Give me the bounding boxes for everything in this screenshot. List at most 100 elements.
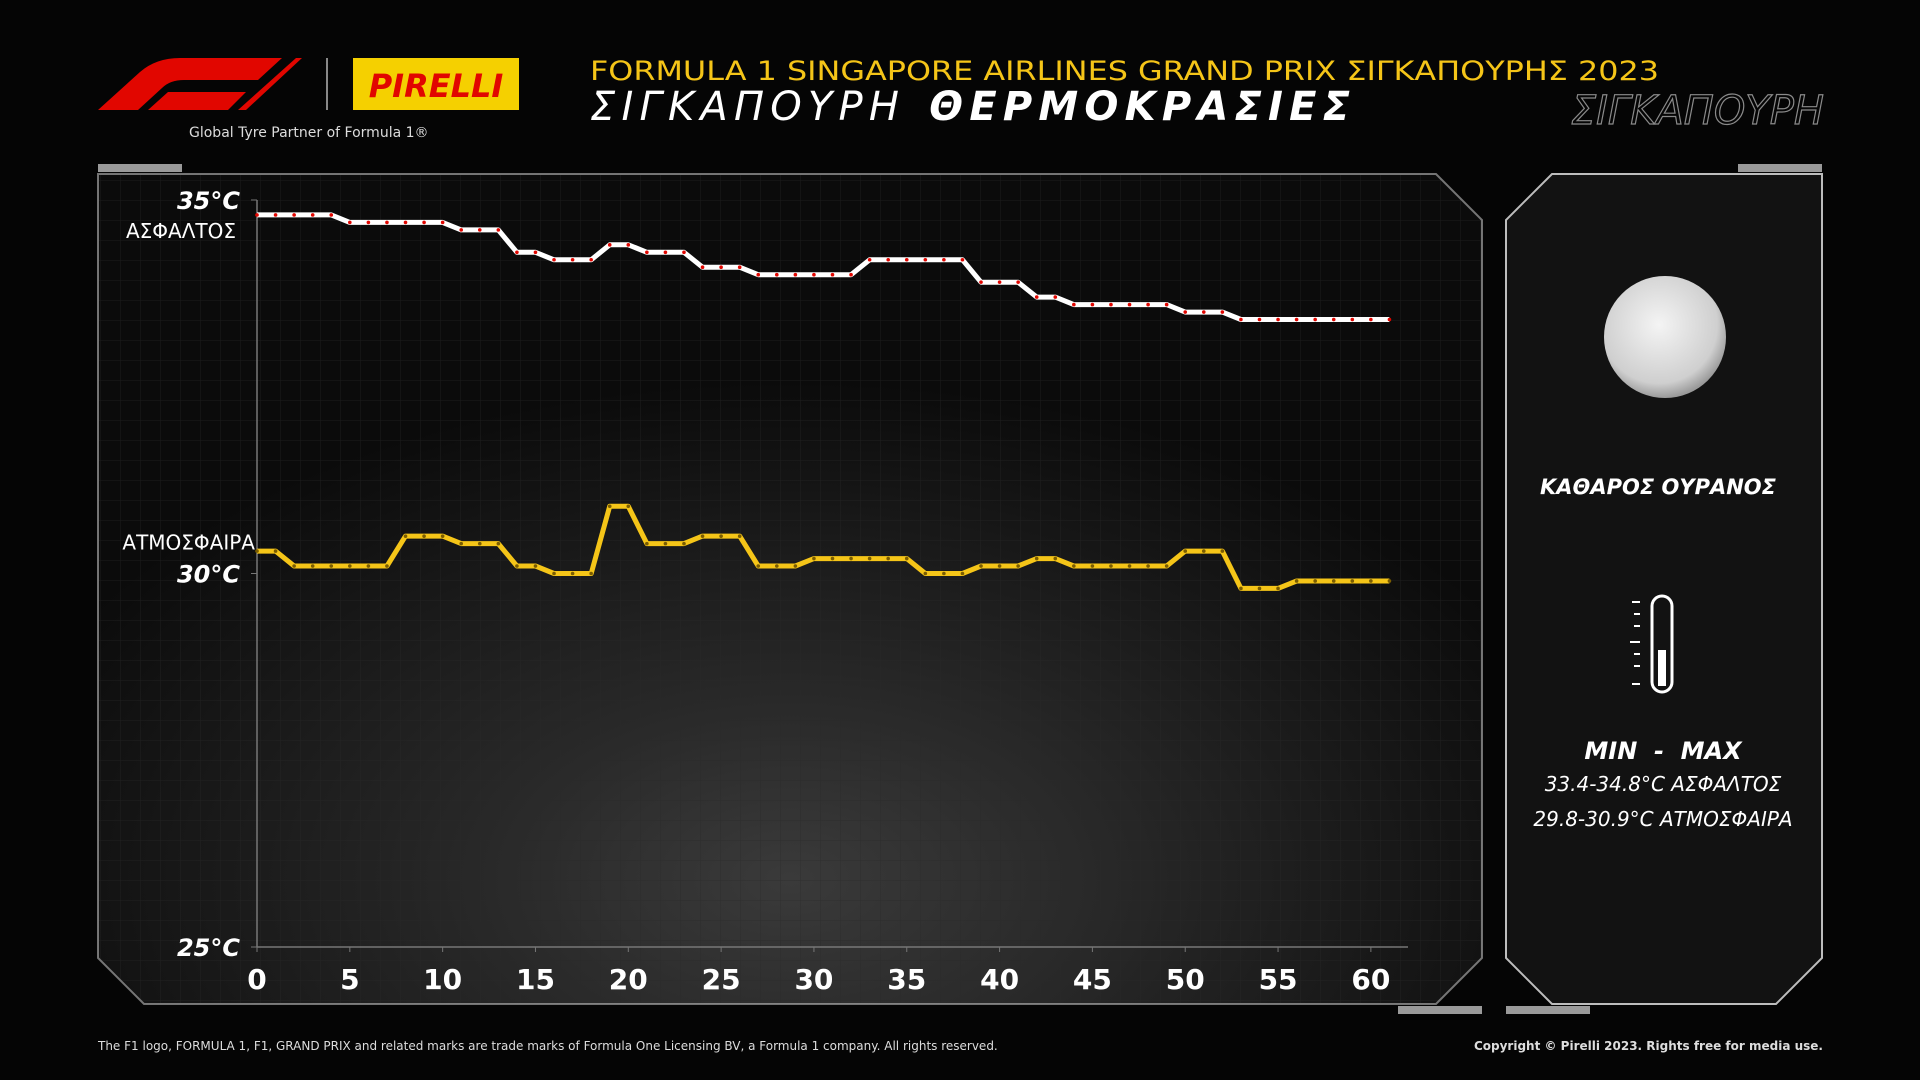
data-point bbox=[997, 564, 1002, 568]
data-point bbox=[1350, 579, 1355, 583]
data-point bbox=[867, 556, 872, 561]
data-point bbox=[477, 541, 482, 546]
minmax-title: MIN - MAX bbox=[1584, 737, 1743, 765]
data-point bbox=[719, 265, 723, 270]
data-point bbox=[292, 564, 296, 568]
data-point bbox=[812, 272, 816, 277]
data-point bbox=[793, 564, 798, 568]
x-tick-label: 30 bbox=[794, 963, 833, 996]
data-point bbox=[329, 564, 334, 568]
data-point bbox=[830, 272, 835, 277]
data-point bbox=[440, 534, 445, 538]
data-point bbox=[459, 228, 464, 232]
data-point bbox=[1369, 317, 1373, 322]
data-point bbox=[440, 220, 445, 225]
data-point bbox=[1331, 579, 1336, 583]
thermometer-icon bbox=[1630, 594, 1674, 694]
data-point bbox=[515, 250, 519, 255]
data-point bbox=[960, 571, 965, 576]
data-point bbox=[1146, 564, 1150, 568]
data-point bbox=[1164, 564, 1169, 568]
air-range: 29.8-30.9°C ΑΤΜΟΣΦΑΙΡΑ bbox=[1533, 807, 1792, 831]
title: FORMULA 1 SINGAPORE AIRLINES GRAND PRIX … bbox=[590, 56, 1659, 87]
data-point bbox=[1090, 302, 1095, 307]
data-point bbox=[663, 541, 668, 546]
side-panel bbox=[1505, 173, 1823, 1005]
data-point bbox=[589, 571, 593, 576]
data-point bbox=[1109, 564, 1113, 568]
data-point bbox=[1331, 317, 1336, 322]
data-point bbox=[719, 534, 723, 538]
data-point bbox=[626, 504, 631, 509]
data-point bbox=[645, 250, 649, 255]
frame-accent bbox=[1506, 1006, 1590, 1014]
data-point bbox=[849, 272, 853, 277]
x-tick-label: 50 bbox=[1166, 963, 1205, 996]
data-point bbox=[923, 257, 928, 262]
data-point bbox=[1239, 317, 1243, 322]
data-point bbox=[552, 571, 556, 576]
data-point bbox=[775, 564, 779, 568]
x-tick-label: 55 bbox=[1259, 963, 1298, 996]
data-point bbox=[1201, 310, 1206, 314]
tagline: Global Tyre Partner of Formula 1® bbox=[189, 125, 429, 141]
data-point bbox=[310, 564, 315, 568]
data-point bbox=[849, 556, 853, 561]
data-point bbox=[403, 220, 408, 225]
data-point bbox=[1183, 549, 1188, 553]
data-point bbox=[979, 280, 983, 284]
data-point bbox=[1072, 564, 1076, 568]
data-point bbox=[273, 549, 278, 553]
data-point bbox=[607, 243, 612, 247]
data-point bbox=[1034, 556, 1039, 561]
data-point bbox=[867, 257, 872, 262]
footer-left: The F1 logo, FORMULA 1, F1, GRAND PRIX a… bbox=[97, 1039, 998, 1053]
data-point bbox=[533, 564, 538, 568]
data-point bbox=[1387, 317, 1392, 322]
data-point bbox=[1053, 556, 1058, 561]
data-point bbox=[1127, 302, 1132, 307]
frame-accent bbox=[1398, 1006, 1482, 1014]
data-point bbox=[1109, 302, 1113, 307]
data-point bbox=[793, 272, 798, 277]
data-point bbox=[682, 541, 686, 546]
data-point bbox=[812, 556, 816, 561]
data-point bbox=[1016, 564, 1020, 568]
data-point bbox=[923, 571, 928, 576]
asphalt-range: 33.4-34.8°C ΑΣΦΑΛΤΟΣ bbox=[1545, 772, 1782, 796]
data-point bbox=[1313, 317, 1317, 322]
data-point bbox=[348, 564, 352, 568]
data-point bbox=[459, 541, 464, 546]
data-point bbox=[1276, 586, 1280, 591]
series-label: ΑΤΜΟΣΦΑΙΡΑ bbox=[122, 531, 255, 555]
x-tick-label: 40 bbox=[980, 963, 1019, 996]
sky-condition: ΚΑΘΑΡΟΣ ΟΥΡΑΝΟΣ bbox=[1540, 475, 1777, 499]
data-point bbox=[533, 250, 538, 255]
data-point bbox=[385, 220, 389, 225]
data-point bbox=[292, 213, 296, 217]
data-point bbox=[700, 534, 705, 538]
data-point bbox=[366, 564, 371, 568]
data-point bbox=[663, 250, 668, 255]
y-tick-label: 35°C bbox=[177, 187, 240, 215]
x-tick-label: 0 bbox=[247, 963, 266, 996]
data-point bbox=[1387, 579, 1392, 583]
x-tick-label: 20 bbox=[609, 963, 648, 996]
f1-logo bbox=[98, 58, 302, 110]
subtitle: ΣΙΓΚΑΠΟΥΡΗ ΘΕΡΜΟΚΡΑΣΙΕΣ bbox=[590, 84, 1350, 130]
data-point bbox=[682, 250, 686, 255]
main-panel-frame bbox=[97, 173, 1483, 1005]
data-point bbox=[626, 243, 631, 247]
pirelli-text: PIRELLI bbox=[369, 67, 504, 105]
data-point bbox=[1053, 295, 1058, 299]
data-point bbox=[496, 228, 501, 232]
frame-accent bbox=[98, 164, 182, 172]
x-tick-label: 60 bbox=[1351, 963, 1390, 996]
data-point bbox=[700, 265, 705, 270]
moon-icon bbox=[1604, 276, 1726, 398]
data-point bbox=[756, 564, 761, 568]
data-point bbox=[515, 564, 519, 568]
data-point bbox=[886, 257, 890, 262]
